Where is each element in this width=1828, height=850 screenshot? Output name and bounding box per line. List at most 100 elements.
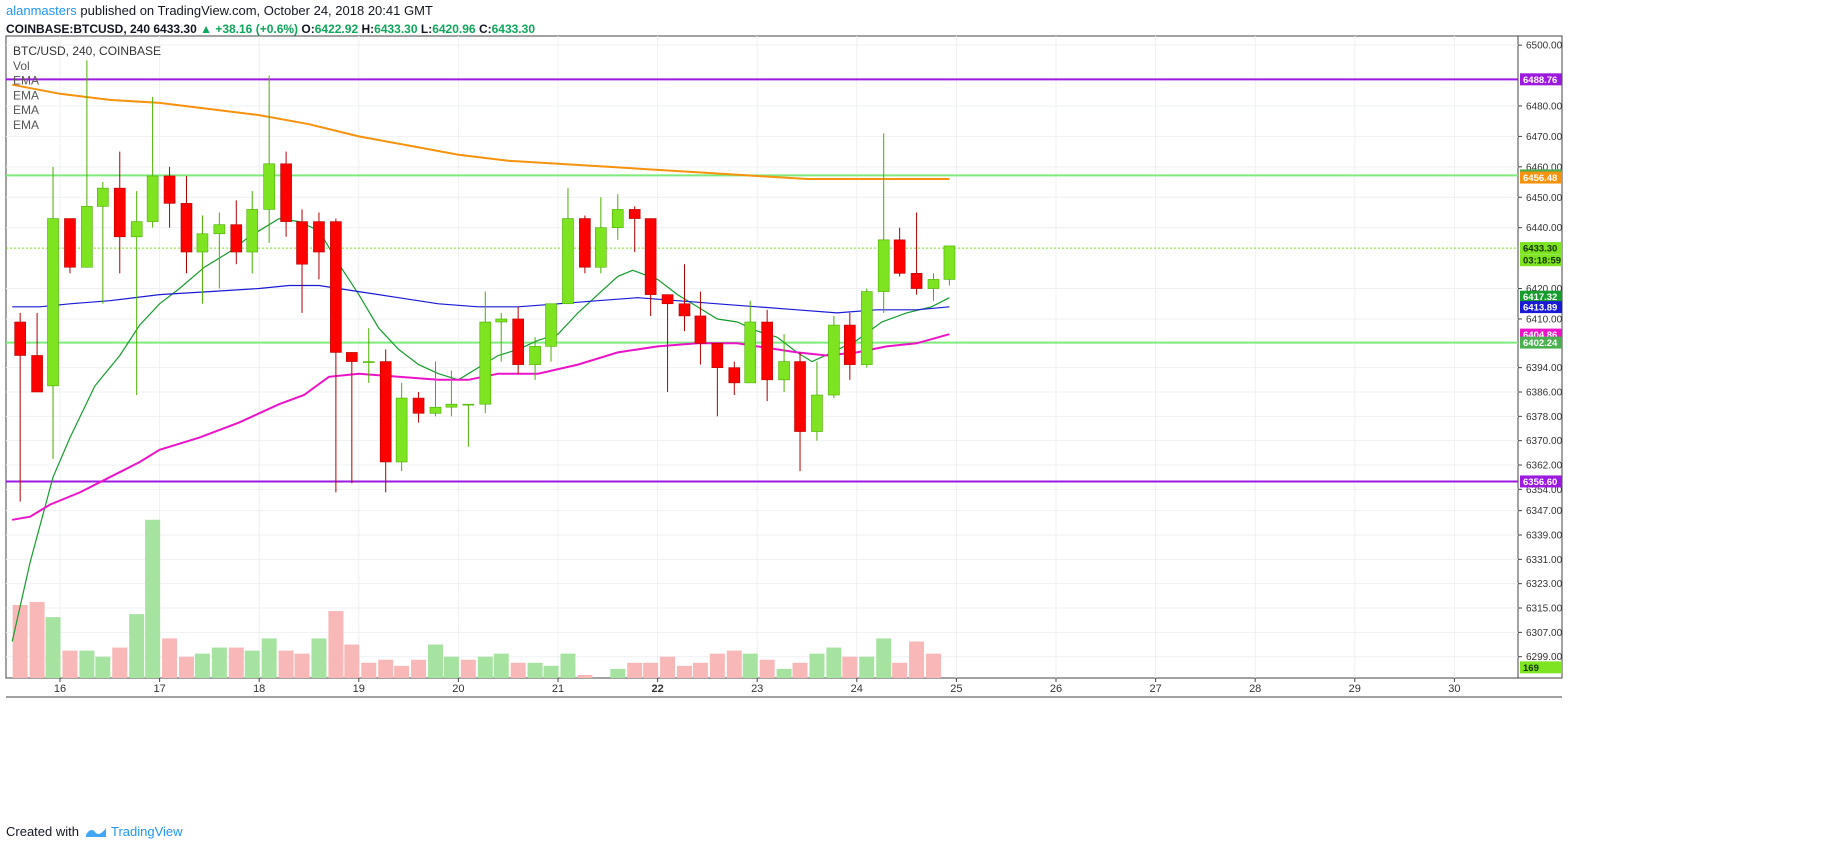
author-link[interactable]: alanmasters bbox=[6, 3, 77, 18]
volume-bar bbox=[294, 653, 310, 678]
y-tick-label: 6315.00 bbox=[1526, 604, 1563, 615]
candle-body bbox=[794, 361, 806, 432]
candle-body bbox=[728, 367, 741, 384]
y-tick-label: 6299.00 bbox=[1526, 652, 1563, 663]
candle bbox=[130, 191, 143, 396]
tradingview-brand[interactable]: TradingView bbox=[85, 824, 183, 839]
price-tag-label: 6356.60 bbox=[1523, 477, 1557, 488]
x-tick-label: 18 bbox=[253, 683, 265, 695]
candle bbox=[644, 218, 657, 316]
tradingview-brand-label: TradingView bbox=[110, 824, 183, 839]
x-tick-label: 20 bbox=[452, 683, 464, 695]
price-tag-label: 6402.24 bbox=[1523, 338, 1558, 349]
x-tick-label: 16 bbox=[54, 683, 66, 695]
volume-bar bbox=[925, 653, 941, 678]
volume-bars bbox=[12, 519, 941, 678]
candle bbox=[877, 133, 890, 313]
candles bbox=[14, 60, 956, 502]
volume-bar bbox=[45, 617, 61, 678]
candle bbox=[927, 273, 940, 301]
candle bbox=[296, 209, 308, 313]
candle-body bbox=[31, 355, 43, 393]
candle bbox=[811, 361, 823, 441]
candle bbox=[562, 188, 574, 305]
volume-bar bbox=[228, 647, 244, 678]
candle bbox=[146, 96, 159, 228]
y-tick-label: 6420.00 bbox=[1526, 284, 1563, 295]
candle bbox=[64, 218, 76, 274]
candle bbox=[379, 349, 392, 493]
x-tick-label: 22 bbox=[651, 683, 663, 695]
candle-body bbox=[445, 403, 458, 408]
candle-body bbox=[844, 324, 856, 365]
x-tick-label: 21 bbox=[552, 683, 564, 695]
candle bbox=[860, 288, 873, 368]
ema-line-4 bbox=[12, 83, 950, 180]
candle bbox=[529, 337, 541, 380]
open-label: O: bbox=[301, 22, 315, 36]
price-tag bbox=[1520, 475, 1562, 488]
candle bbox=[31, 312, 43, 393]
y-tick-label: 6470.00 bbox=[1526, 132, 1563, 143]
candle-body bbox=[927, 279, 940, 289]
candle bbox=[346, 352, 358, 484]
legend-entry: Vol bbox=[13, 59, 30, 73]
candle bbox=[313, 212, 325, 280]
volume-bar bbox=[527, 662, 543, 678]
candle-body bbox=[230, 224, 243, 253]
x-tick-label: 29 bbox=[1349, 683, 1361, 695]
candle bbox=[479, 291, 492, 414]
candle-body bbox=[529, 346, 541, 365]
candle bbox=[778, 334, 790, 392]
y-tick-label: 6354.00 bbox=[1526, 485, 1563, 496]
candle bbox=[230, 200, 243, 265]
volume-bar bbox=[162, 638, 178, 678]
candle-body bbox=[943, 245, 956, 280]
volume-bar bbox=[627, 662, 643, 678]
legend-entry: EMA bbox=[13, 118, 39, 132]
price-tag bbox=[1520, 73, 1562, 86]
volume-bar bbox=[676, 665, 692, 678]
candle bbox=[611, 194, 624, 240]
volume-bar bbox=[742, 653, 758, 678]
candle-body bbox=[346, 352, 358, 362]
candle-body bbox=[263, 163, 275, 210]
candle bbox=[595, 197, 607, 274]
x-tick-label: 23 bbox=[751, 683, 763, 695]
volume-bar bbox=[394, 665, 410, 678]
candle-body bbox=[246, 209, 259, 253]
x-tick-label: 24 bbox=[851, 683, 863, 695]
volume-bar bbox=[560, 653, 576, 678]
volume-bar bbox=[62, 650, 78, 678]
high-label: H: bbox=[361, 22, 375, 36]
volume-bar bbox=[129, 614, 145, 678]
candle-body bbox=[644, 218, 657, 295]
price-tag-label: 6433.30 bbox=[1523, 244, 1557, 255]
candle bbox=[943, 245, 956, 286]
candle bbox=[263, 75, 275, 243]
volume-bar bbox=[328, 611, 344, 678]
legend-entry: EMA bbox=[13, 103, 39, 117]
volume-bar bbox=[759, 659, 775, 678]
candle bbox=[628, 206, 641, 253]
candle bbox=[196, 215, 209, 304]
candle-body bbox=[744, 321, 757, 384]
volume-bar bbox=[361, 662, 377, 678]
candle-body bbox=[395, 397, 408, 463]
volume-bar bbox=[194, 653, 210, 678]
candle-body bbox=[296, 221, 308, 265]
candle-body bbox=[97, 187, 109, 207]
created-with-text: Created with bbox=[6, 824, 79, 839]
y-tick-label: 6331.00 bbox=[1526, 555, 1563, 566]
candle-body bbox=[828, 324, 840, 396]
candle-body bbox=[860, 291, 873, 365]
candle-body bbox=[678, 303, 691, 317]
price-tag-label: 6488.76 bbox=[1523, 75, 1557, 86]
chart-title: BTC/USD, 240, COINBASE bbox=[13, 44, 161, 58]
candle bbox=[495, 312, 508, 362]
y-tick-label: 6323.00 bbox=[1526, 579, 1563, 590]
price-tag-label: 6456.48 bbox=[1523, 173, 1557, 184]
volume-bar bbox=[660, 656, 676, 678]
candle-body bbox=[761, 321, 773, 381]
